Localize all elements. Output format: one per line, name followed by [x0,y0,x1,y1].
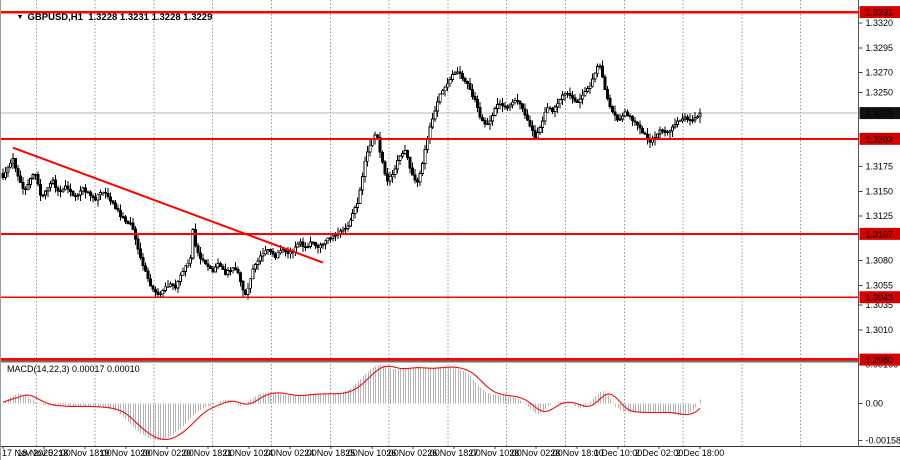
price-axis-label: 1.3270 [866,68,894,78]
level-price-box [859,227,900,240]
level-price-box [859,132,900,145]
chart-title-text: GBPUSD,H1 1.3228 1.3231 1.3228 1.3229 [27,12,213,23]
date-axis-label: 26 Nov 02:00 [386,448,440,458]
date-axis-label: 28 Nov 18:00 [550,448,604,458]
trendline-layer[interactable] [12,146,324,264]
price-axis-label: 1.3250 [866,87,894,97]
macd-signal-line [2,365,701,441]
date-axis-label: 21 Nov 10:00 [222,448,276,458]
macd-indicator-label: MACD(14,22,3) 0.00017 0.00010 [7,364,140,374]
date-axis-label: 26 Nov 18:00 [427,448,481,458]
date-axis-label: 17 Nov 2025 [2,448,53,458]
macd-layer [3,364,701,441]
date-axis-label: 24 Nov 18:00 [304,448,358,458]
date-axis-label: 25 Nov 10:00 [345,448,399,458]
price-box-label: 1.3331 [866,8,894,18]
price-axis-label: 1.3175 [866,162,894,172]
price-axis-label: 1.3295 [866,43,894,53]
date-axis-label: 18 Nov 02:00 [17,448,71,458]
price-axis-label: 1.3320 [866,18,894,28]
frame-layer [1,360,900,447]
date-axis-label: 1 Dec 10:00 [594,448,643,458]
macd-axis-label: 0.00 [866,399,884,409]
levels-layer[interactable] [1,10,859,362]
price-axis-label: 1.3150 [866,186,894,196]
price-axis-label: 1.3035 [866,300,894,310]
price-axis-label: 1.3125 [866,211,894,221]
date-axis-label: 20 Nov 02:00 [140,448,194,458]
price-axis-label: 1.3080 [866,256,894,266]
price-box-label: 1.3043 [866,293,894,303]
price-box-label: 1.3107 [866,229,894,239]
level-price-box [859,6,900,19]
current-price-box [859,107,900,120]
date-axis-label: 2 Dec 18:00 [676,448,725,458]
candles-layer [1,60,702,300]
chart-title: ▼ GBPUSD,H1 1.3228 1.3231 1.3228 1.3229 [6,1,213,23]
macd-signal-layer [2,365,701,441]
price-box-label: 1.2980 [866,355,894,365]
price-box-label: 1.3229 [866,109,894,119]
date-axis-label: 19 Nov 10:00 [99,448,153,458]
chart-collapse-icon[interactable]: ▼ [16,14,24,21]
trendline[interactable] [12,146,324,264]
date-axis-label: 20 Nov 18:00 [181,448,235,458]
date-axis-label: 2 Dec 02:00 [635,448,684,458]
level-price-box [859,291,900,304]
date-axis-label: 18 Nov 18:00 [58,448,112,458]
date-axis-label: 24 Nov 02:00 [263,448,317,458]
price-box-label: 1.3203 [866,134,894,144]
date-axis-label: 28 Nov 02:00 [509,448,563,458]
price-axis: 1.3320 1.3295 1.3270 1.3250 1.3175 1.3150 1.31… [858,0,900,447]
macd-axis-label: -0.00158 [866,436,900,446]
level-price-box [859,353,900,366]
price-axis-label: 1.3055 [866,280,894,290]
price-axis-label: 1.3010 [866,325,894,335]
grid-layer [35,0,802,446]
date-axis-label: 27 Nov 10:00 [468,448,522,458]
